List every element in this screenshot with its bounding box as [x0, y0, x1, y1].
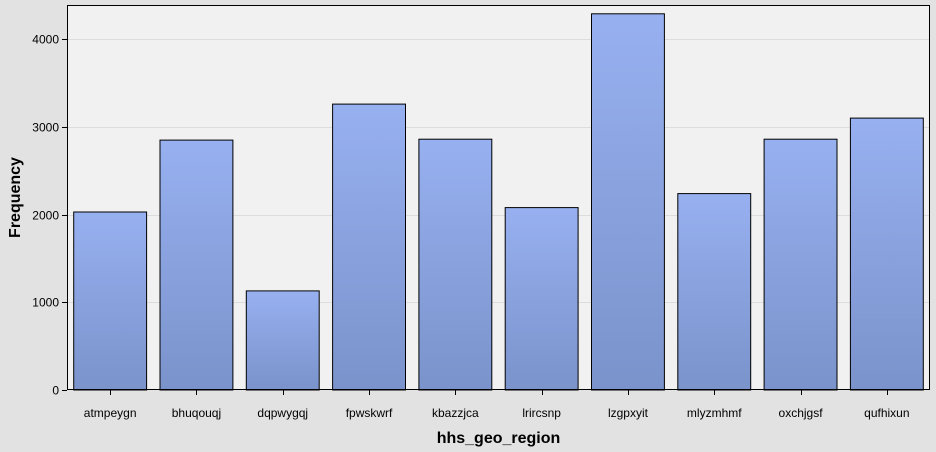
y-tick-label: 4000 — [32, 33, 59, 47]
plot-frame — [67, 5, 930, 390]
bar-qufhixun — [849, 117, 924, 391]
x-tick-label: lzgpxyit — [608, 406, 649, 420]
x-tick-label: dqpwygqj — [257, 406, 308, 420]
y-axis: 0 1000 2000 3000 4000 — [32, 33, 67, 398]
bar-oxchjgsf — [763, 138, 838, 391]
x-axis-title: hhs_geo_region — [437, 430, 561, 447]
y-tick-label: 2000 — [32, 209, 59, 223]
bar-lrircsnp — [504, 207, 579, 391]
x-tick-label: mlyzmhmf — [687, 406, 742, 420]
bar-bhuqouqj — [159, 139, 234, 391]
bar-fpwskwrf — [332, 103, 407, 391]
x-tick-label: qufhixun — [864, 406, 909, 420]
bars — [73, 13, 924, 391]
bar-mlyzmhmf — [677, 193, 752, 391]
y-tick-label: 3000 — [32, 121, 59, 135]
x-tick-label: kbazzjca — [432, 406, 479, 420]
y-tick-label: 0 — [52, 384, 59, 398]
y-axis-title: Frequency — [7, 157, 24, 238]
x-tick-label: lrircsnp — [522, 406, 561, 420]
bar-lzgpxyit — [591, 13, 665, 391]
x-tick-label: fpwskwrf — [346, 406, 393, 420]
x-tick-label: atmpeygn — [84, 406, 137, 420]
bar-dqpwygqj — [245, 290, 320, 391]
x-axis: atmpeygn bhuqouqj dqpwygqj fpwskwrf kbazzjca… — [84, 390, 910, 420]
bar-atmpeygn — [73, 211, 148, 391]
x-tick-label: oxchjgsf — [779, 406, 824, 420]
x-tick-label: bhuqouqj — [172, 406, 221, 420]
y-tick-label: 1000 — [32, 296, 59, 310]
bar-kbazzjca — [418, 138, 493, 391]
